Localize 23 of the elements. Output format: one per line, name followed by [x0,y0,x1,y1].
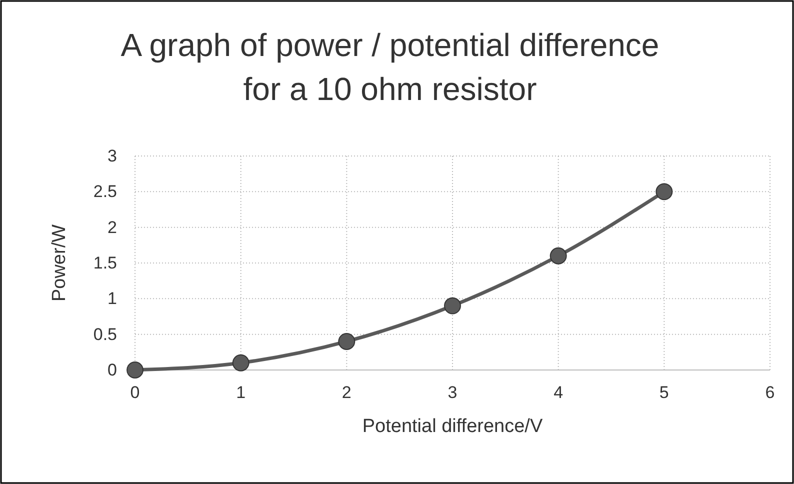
x-tick-label: 1 [236,383,246,402]
point [656,183,673,200]
y-tick-label: 0 [108,360,117,380]
y-tick-label: 2 [108,218,117,237]
point [550,247,567,264]
point [232,354,250,372]
y-tick-label: 1.5 [93,253,117,272]
x-tick-label: 3 [448,383,458,402]
point [126,362,144,378]
y-tick-label: 0.5 [93,324,117,344]
x-tick-label: 6 [765,383,775,402]
x-axis-title: Potential difference/V [362,416,543,437]
point [444,297,461,314]
y-tick-label: 3 [108,146,117,166]
x-tick-label: 5 [659,383,669,402]
chart-title: A graph of power / potential difference for a 10 ohm resistor [120,27,660,107]
y-tick-label: 2.5 [93,182,117,202]
x-tick-label: 0 [130,383,140,402]
y-axis-title: Power/W [49,224,70,302]
x-tick-label: 2 [342,383,352,402]
point [338,333,356,350]
y-tick-label: 1 [108,289,117,308]
x-tick-label: 4 [554,383,564,402]
